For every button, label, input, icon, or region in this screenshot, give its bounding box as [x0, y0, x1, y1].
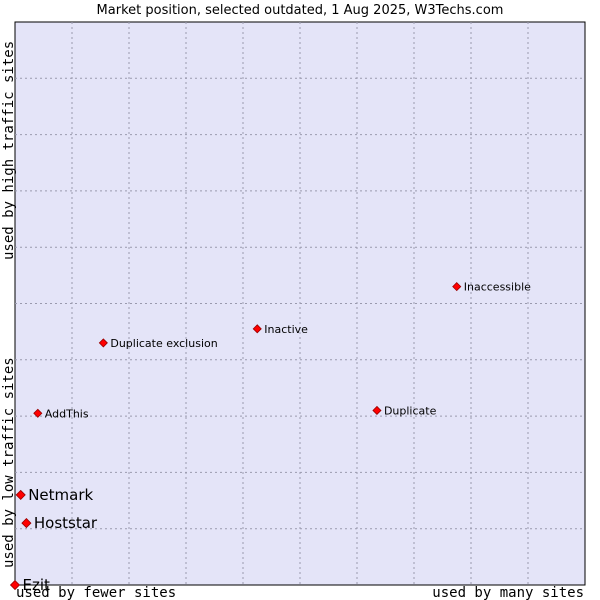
- data-label-inactive: Inactive: [264, 323, 308, 336]
- data-label-ezit: Ezit: [23, 576, 51, 594]
- data-label-duplicate-exclusion: Duplicate exclusion: [110, 337, 217, 350]
- data-points: Inaccessible Inactive Duplicate exclusion A…: [9, 281, 531, 594]
- data-label-addthis: AddThis: [45, 407, 89, 420]
- chart-title: Market position, selected outdated, 1 Au…: [97, 3, 504, 18]
- grid-lines: [15, 22, 585, 585]
- data-point-addthis: [33, 408, 43, 418]
- data-point-inaccessible: [452, 282, 462, 292]
- data-point-hoststar: [21, 518, 32, 529]
- data-point-duplicate-exclusion: [98, 338, 108, 348]
- data-label-duplicate: Duplicate: [384, 404, 437, 417]
- x-axis-label-left: used by fewer sites: [16, 585, 176, 600]
- data-point-netmark: [15, 489, 26, 500]
- data-label-hoststar: Hoststar: [34, 514, 98, 532]
- y-axis-label-low: used by low traffic sites: [1, 357, 17, 568]
- data-point-ezit: [9, 579, 21, 591]
- data-point-inactive: [252, 324, 262, 334]
- data-label-netmark: Netmark: [28, 486, 93, 504]
- data-label-inaccessible: Inaccessible: [464, 281, 531, 294]
- y-axis-label-high: used by high traffic sites: [1, 41, 17, 260]
- data-point-duplicate: [372, 405, 382, 416]
- x-axis-label-right: used by many sites: [432, 585, 584, 600]
